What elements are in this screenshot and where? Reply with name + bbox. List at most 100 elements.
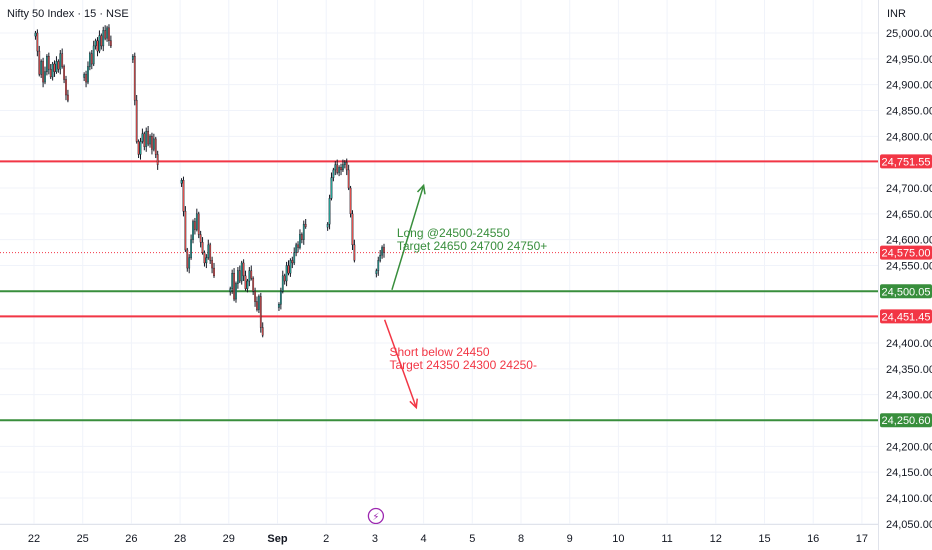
candle-body xyxy=(328,198,331,225)
x-tick-label: 4 xyxy=(421,533,427,545)
candle-body xyxy=(186,249,189,269)
candle-body xyxy=(55,61,58,72)
candle-body xyxy=(145,130,148,147)
candle-body xyxy=(92,45,95,65)
candle-body xyxy=(209,244,212,261)
candle-body xyxy=(351,213,354,246)
candle-body xyxy=(63,66,65,80)
candle-body xyxy=(102,30,105,47)
y-tick-label: 24,550.00 xyxy=(886,261,932,273)
candle-body xyxy=(231,273,234,289)
short-setup-arrow xyxy=(383,319,418,408)
candle-body xyxy=(106,27,108,39)
candle-body xyxy=(199,234,202,243)
last-price-badge xyxy=(880,245,932,260)
x-tick-label: 15 xyxy=(758,533,770,545)
candle-body xyxy=(109,40,112,47)
candle-body xyxy=(242,262,245,277)
candle-body xyxy=(293,252,296,264)
candle-body xyxy=(332,169,335,178)
candle-body xyxy=(205,257,208,264)
candle-body xyxy=(299,234,301,248)
x-tick-label: 22 xyxy=(28,533,40,545)
candle-body xyxy=(285,265,288,282)
candle-body xyxy=(147,130,150,145)
y-tick-label: 24,850.00 xyxy=(886,106,932,118)
candle-body xyxy=(259,296,262,328)
y-tick-label: 25,000.00 xyxy=(886,28,932,40)
candle-body xyxy=(47,56,50,70)
candle-body xyxy=(61,53,64,67)
candle-body xyxy=(330,177,333,199)
candle-body xyxy=(59,53,62,70)
level-badge-label: 24,751.55 xyxy=(882,156,931,168)
candle-body xyxy=(233,273,235,300)
candle-body xyxy=(36,32,39,52)
chart-grid xyxy=(0,0,878,525)
candle-body xyxy=(229,288,232,293)
x-tick-label: 12 xyxy=(710,533,722,545)
x-tick-label: 26 xyxy=(125,533,137,545)
level-badge-label: 24,250.60 xyxy=(882,415,931,427)
y-axis[interactable]: 25,000.00 24,950.00 24,900.00 24,850.00 24,8… xyxy=(878,0,932,550)
level-badge xyxy=(880,154,932,169)
candle-body xyxy=(182,180,185,212)
x-tick-label: 28 xyxy=(174,533,186,545)
y-tick-label: 24,700.00 xyxy=(886,183,932,195)
event-marker-icon: ⚡ xyxy=(372,512,379,523)
x-axis[interactable]: 22 25 26 28 29 Sep 2 3 4 5 8 9 10 11 12 15 16 17 xyxy=(0,524,878,546)
candle-body xyxy=(304,223,307,227)
candle-body xyxy=(237,270,239,284)
candle-body xyxy=(149,136,151,145)
candle-body xyxy=(379,254,382,261)
candle-body xyxy=(188,257,191,269)
candle-body xyxy=(377,260,380,271)
candle-body xyxy=(281,275,284,292)
candle-body xyxy=(85,74,87,83)
candle-body xyxy=(94,40,97,47)
candle-body xyxy=(197,213,200,235)
candle-body xyxy=(98,35,101,52)
candle-body xyxy=(289,260,292,274)
candle-body xyxy=(235,283,237,300)
candle-body xyxy=(213,267,215,277)
candle-body xyxy=(51,63,54,78)
candle-body xyxy=(42,61,44,83)
x-tick-label: 3 xyxy=(372,533,378,545)
candle-body xyxy=(347,169,350,189)
candle-body xyxy=(381,247,383,256)
candle-body xyxy=(131,56,134,60)
candle-body xyxy=(152,138,155,150)
candle-body xyxy=(297,244,299,248)
candle-body xyxy=(57,61,60,70)
event-marker[interactable] xyxy=(367,507,385,525)
y-tick-label: 24,400.00 xyxy=(886,338,932,350)
candle-body xyxy=(108,27,110,41)
chart-title: Nifty 50 Index · 15 · NSE xyxy=(7,8,129,20)
level-badge xyxy=(880,413,932,428)
candle-body xyxy=(258,296,260,310)
currency-label: INR xyxy=(887,8,906,20)
y-tick-label: 24,800.00 xyxy=(886,131,932,143)
candle-body xyxy=(342,164,344,171)
candle-body xyxy=(254,291,256,302)
long-setup-arrowhead xyxy=(416,183,426,195)
candle-body xyxy=(194,221,196,230)
x-tick-label: 17 xyxy=(856,533,868,545)
y-tick-label: 24,300.00 xyxy=(886,390,932,402)
candle-body xyxy=(184,211,187,251)
candle-body xyxy=(154,138,157,155)
y-tick-label: 24,650.00 xyxy=(886,209,932,221)
y-tick-label: 24,100.00 xyxy=(886,493,932,505)
candle-body xyxy=(83,74,86,78)
candle-body xyxy=(375,270,378,274)
candle-body xyxy=(383,247,385,253)
y-tick-label: 24,600.00 xyxy=(886,235,932,247)
candle-body xyxy=(248,270,251,282)
candle-body xyxy=(295,244,298,253)
candle-body xyxy=(49,68,52,78)
long-setup-text: Long @24500-24550 xyxy=(397,226,510,240)
level-badge-label: 24,451.45 xyxy=(882,311,931,323)
candle-body xyxy=(88,53,91,67)
